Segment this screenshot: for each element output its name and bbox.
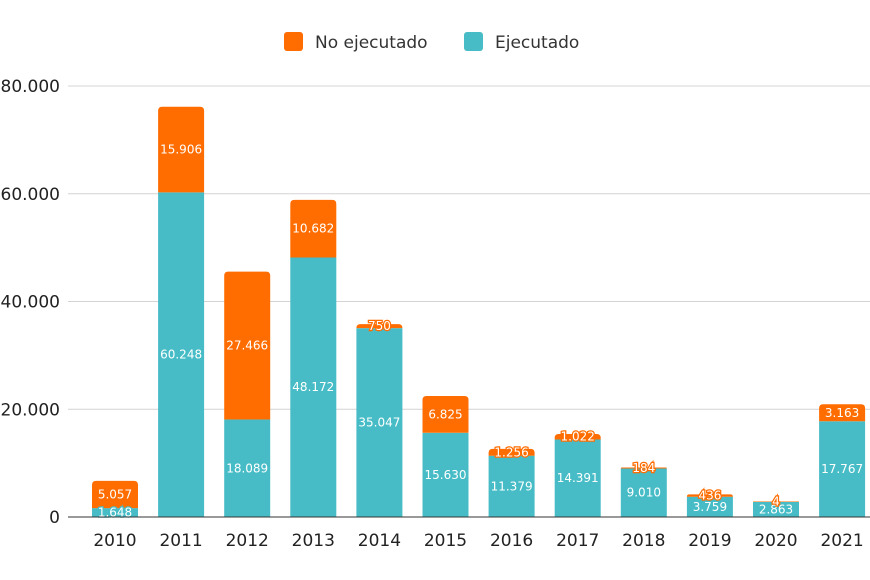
- data-label-ejecutado-2012: 18.089: [226, 461, 268, 475]
- x-tick-label: 2014: [358, 531, 401, 551]
- bar-ejecutado-2015: [422, 432, 469, 517]
- bars: [92, 106, 866, 518]
- data-label-ejecutado-2020: 2.863: [759, 502, 793, 516]
- bar-no-ejecutado-2015: [422, 396, 469, 433]
- bar-no-ejecutado-2019: [686, 494, 733, 497]
- bar-ejecutado-2012: [224, 419, 271, 517]
- y-tick-label: 0: [49, 508, 60, 528]
- legend-swatch-no-ejecutado: [284, 32, 303, 51]
- data-label-ejecutado-2018: 9.010: [627, 486, 661, 500]
- bar-ejecutado-2021: [819, 421, 866, 517]
- data-label-no-ejecutado-2011: 15.906: [160, 143, 202, 157]
- data-label-no-ejecutado-2017: 1.022: [561, 430, 595, 444]
- x-tick-label: 2010: [93, 531, 136, 551]
- bar-no-ejecutado-2012: [224, 271, 271, 420]
- data-label-no-ejecutado-2016: 1.256: [494, 445, 528, 459]
- data-label-ejecutado-2016: 11.379: [491, 479, 533, 493]
- bar-ejecutado-2013: [290, 257, 337, 517]
- bar-ejecutado-2019: [686, 496, 733, 517]
- x-tick-label: 2018: [622, 531, 665, 551]
- bar-ejecutado-2018: [620, 468, 667, 517]
- data-label-ejecutado-2011: 60.248: [160, 348, 202, 362]
- x-tick-label: 2016: [490, 531, 533, 551]
- x-tick-label: 2011: [159, 531, 202, 551]
- axes: 0 20.000 40.000 60.000 80.000 2010 2011 2012 201…: [1, 77, 870, 551]
- bar-no-ejecutado-2010: [92, 480, 138, 509]
- x-tick-label: 2019: [688, 531, 731, 551]
- bar-ejecutado-2010: [92, 508, 138, 517]
- data-label-no-ejecutado-2021: 3.163: [825, 406, 859, 420]
- data-label-ejecutado-2021: 17.767: [821, 462, 863, 476]
- x-tick-label: 2012: [226, 531, 269, 551]
- bar-no-ejecutado-2020: [753, 501, 799, 503]
- x-tick-label: 2017: [556, 531, 599, 551]
- x-tick-label: 2021: [820, 531, 863, 551]
- bar-no-ejecutado-2016: [488, 448, 535, 456]
- data-label-no-ejecutado-2015: 6.825: [428, 407, 462, 421]
- bar-no-ejecutado-2014: [356, 324, 403, 329]
- legend: No ejecutado Ejecutado: [284, 32, 579, 53]
- bar-no-ejecutado-2018: [620, 467, 667, 469]
- x-tick-label: 2015: [424, 531, 467, 551]
- y-tick-label: 40.000: [1, 293, 60, 313]
- x-tick-label: 2020: [754, 531, 797, 551]
- legend-swatch-ejecutado: [464, 32, 483, 51]
- data-label-ejecutado-2015: 15.630: [425, 468, 467, 482]
- data-label-no-ejecutado-2013: 10.682: [292, 222, 334, 236]
- bar-ejecutado-2016: [488, 455, 535, 517]
- y-tick-label: 80.000: [1, 77, 60, 97]
- bar-ejecutado-2014: [356, 328, 403, 517]
- data-label-no-ejecutado-2019: 436: [698, 489, 721, 503]
- bar-no-ejecutado-2017: [554, 433, 601, 440]
- y-tick-label: 20.000: [1, 400, 60, 420]
- bar-no-ejecutado-2013: [290, 199, 337, 258]
- data-label-no-ejecutado-2010: 5.057: [98, 487, 132, 501]
- data-label-no-ejecutado-2018: 184: [632, 461, 655, 475]
- legend-label: No ejecutado: [315, 33, 428, 53]
- data-label-no-ejecutado-2020: 4: [772, 495, 780, 509]
- data-label-ejecutado-2013: 48.172: [292, 380, 334, 394]
- data-label-ejecutado-2019: 3.759: [693, 500, 727, 514]
- bar-ejecutado-2011: [158, 192, 205, 518]
- y-tick-label: 60.000: [1, 185, 60, 205]
- data-label-ejecutado-2014: 35.047: [358, 416, 400, 430]
- data-label-ejecutado-2017: 14.391: [557, 471, 599, 485]
- bar-no-ejecutado-2011: [158, 106, 205, 193]
- data-label-no-ejecutado-2012: 27.466: [226, 339, 268, 353]
- data-labels: 1.6485.05760.24815.90618.08927.46648.172…: [97, 141, 865, 520]
- data-label-no-ejecutado-2014: 750: [368, 319, 391, 333]
- legend-label: Ejecutado: [495, 33, 579, 53]
- bar-no-ejecutado-2021: [819, 404, 866, 422]
- bar-ejecutado-2020: [753, 501, 799, 517]
- bar-ejecutado-2017: [554, 439, 601, 517]
- x-tick-label: 2013: [292, 531, 335, 551]
